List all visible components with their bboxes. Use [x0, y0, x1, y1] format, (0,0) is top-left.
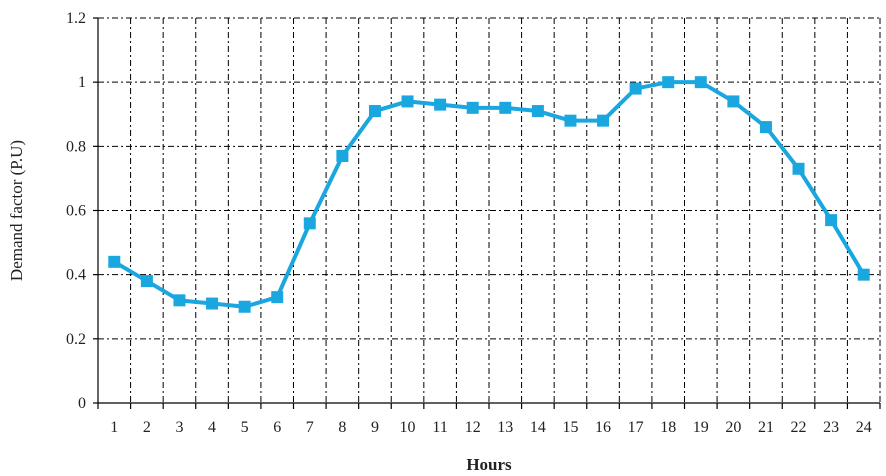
x-tick-label: 22 [791, 419, 807, 436]
x-tick-label: 8 [338, 419, 346, 436]
data-point-marker [531, 105, 544, 118]
x-axis-title: Hours [466, 455, 512, 474]
x-tick-label: 4 [208, 419, 216, 436]
data-point-marker [336, 149, 349, 162]
data-point-marker [694, 76, 707, 89]
data-point-marker [662, 76, 675, 89]
data-point-marker [792, 162, 805, 175]
data-point-marker [564, 114, 577, 127]
data-point-marker [401, 95, 414, 108]
data-point-marker [368, 105, 381, 118]
x-tick-label: 13 [497, 419, 513, 436]
grid-lines [98, 17, 881, 403]
y-tick-label: 0 [78, 395, 86, 412]
x-tick-label: 1 [110, 419, 118, 436]
x-tick-label: 6 [273, 419, 281, 436]
x-tick-label: 17 [628, 419, 644, 436]
y-tick-label: 0.2 [66, 331, 86, 348]
x-tick-labels: 1 2 3 4 5 6 7 8 9 10 11 12 13 14 15 16 17 18 19 20 21 22 23 24 [110, 419, 871, 436]
series-demand-factor [108, 76, 870, 313]
data-point-marker [140, 275, 153, 288]
data-point-marker [271, 291, 284, 304]
x-tick-label: 23 [823, 419, 839, 436]
y-tick-labels: 0 0.2 0.4 0.6 0.8 1 1.2 [66, 10, 86, 412]
data-point-marker [499, 101, 512, 114]
data-point-marker [206, 297, 219, 310]
data-point-marker [238, 300, 251, 313]
x-tick-label: 14 [530, 419, 546, 436]
x-tick-label: 21 [758, 419, 774, 436]
x-tick-label: 18 [660, 419, 676, 436]
x-tick-label: 11 [432, 419, 447, 436]
data-point-marker [629, 82, 642, 95]
x-tick-label: 16 [595, 419, 611, 436]
y-tick-label: 0.6 [66, 203, 86, 220]
data-point-marker [108, 255, 121, 268]
data-point-marker [434, 98, 447, 111]
x-tick-label: 5 [241, 419, 249, 436]
y-tick-label: 0.8 [66, 138, 86, 155]
data-point-marker [825, 214, 838, 227]
data-point-marker [727, 95, 740, 108]
data-point-marker [857, 268, 870, 281]
y-tick-label: 1 [78, 74, 86, 91]
x-tick-label: 24 [856, 419, 872, 436]
x-tick-label: 7 [306, 419, 314, 436]
y-tick-label: 0.4 [66, 267, 86, 284]
data-point-marker [597, 114, 610, 127]
x-tick-label: 19 [693, 419, 709, 436]
data-point-marker [466, 101, 479, 114]
data-point-marker [173, 294, 186, 307]
x-tick-label: 15 [562, 419, 578, 436]
data-point-marker [759, 121, 772, 134]
x-tick-label: 9 [371, 419, 379, 436]
x-tick-label: 3 [175, 419, 183, 436]
data-point-marker [303, 217, 316, 230]
x-tick-label: 2 [143, 419, 151, 436]
x-tick-label: 10 [400, 419, 416, 436]
x-tick-label: 20 [725, 419, 741, 436]
y-tick-label: 1.2 [66, 10, 86, 27]
x-tick-label: 12 [465, 419, 481, 436]
axes [93, 17, 881, 409]
y-axis-title: Demand factor (P.U) [7, 140, 26, 281]
